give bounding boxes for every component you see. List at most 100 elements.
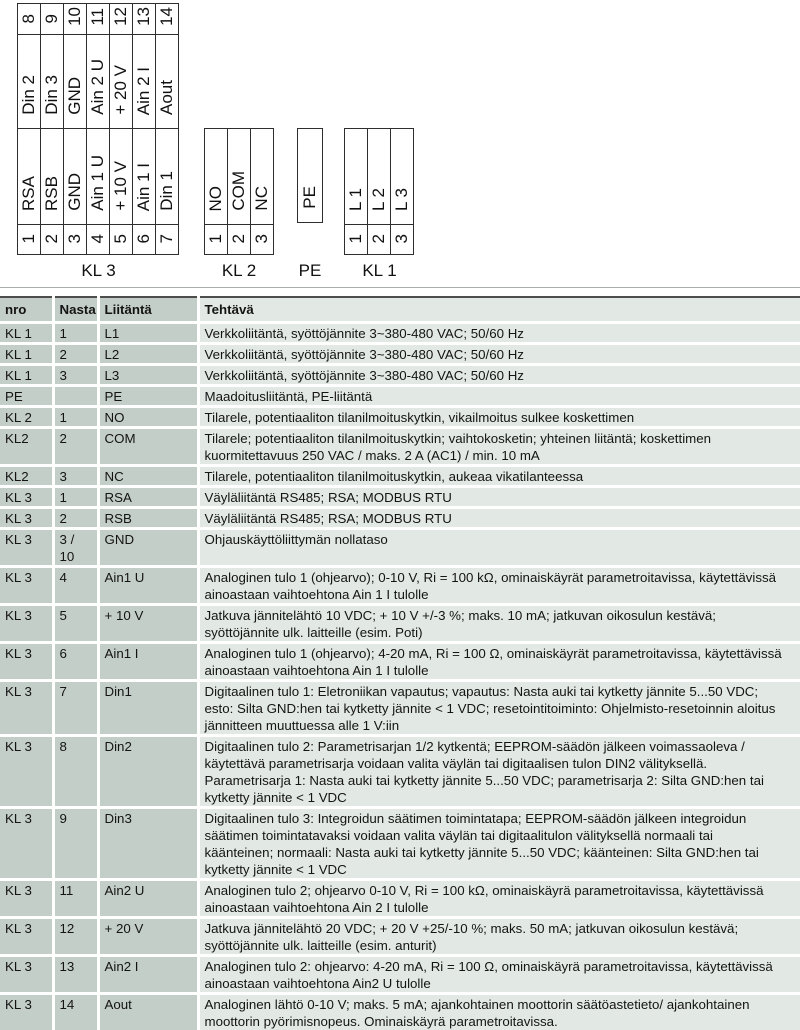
header-row: nro Nasta Liitäntä Tehtävä [0, 297, 800, 323]
cell-tehtava: Analoginen lähtö 0-10 V; maks. 5 mA; aja… [198, 994, 800, 1030]
cell-liitanta: + 20 V [98, 918, 198, 956]
cell-nro: KL 3 [0, 605, 53, 643]
cell-nro: KL 1 [0, 365, 53, 386]
cell-liitanta: RSA [98, 487, 198, 508]
cell-tehtava: Analoginen tulo 1 (ohjearvo); 4-20 mA, R… [198, 643, 800, 681]
cell-nro: KL 2 [0, 407, 53, 428]
terminal-label: Aout [158, 80, 176, 115]
column-header-liitanta: Liitäntä [98, 297, 198, 323]
terminal-cell-top-label: Din 2 [18, 35, 41, 129]
terminal-label: 8 [20, 14, 38, 23]
terminal-cell-label: COM [228, 129, 251, 225]
terminal-cell-top-label: Aout [156, 35, 179, 129]
terminal-label: GND [66, 77, 84, 115]
terminal-label: + 20 V [112, 65, 130, 115]
cell-tehtava: Jatkuva jännitelähtö 20 VDC; + 20 V +25/… [198, 918, 800, 956]
cell-liitanta: L3 [98, 365, 198, 386]
terminal-label: 7 [158, 234, 176, 243]
cell-nro: KL2 [0, 428, 53, 466]
cell-tehtava: Tilarele, potentiaaliton tilanilmoitusky… [198, 407, 800, 428]
terminal-label: Din 1 [158, 171, 176, 211]
cell-tehtava: Analoginen tulo 2; ohjearvo 0-10 V, Ri =… [198, 880, 800, 918]
terminal-label: + 10 V [112, 161, 130, 211]
terminal-label: 1 [20, 234, 38, 243]
block-caption-kl1: KL 1 [344, 261, 415, 281]
cell-nasta: 12 [53, 918, 98, 956]
cell-nro: KL2 [0, 466, 53, 487]
terminal-cell-label: L 2 [368, 129, 391, 225]
terminal-cell-top-label: Ain 2 I [133, 35, 156, 129]
cell-nasta: 2 [53, 508, 98, 529]
cell-tehtava: Analoginen tulo 2: ohjearvo: 4-20 mA, Ri… [198, 956, 800, 994]
cell-liitanta: L2 [98, 344, 198, 365]
cell-tehtava: Tilarele, potentiaaliton tilanilmoitusky… [198, 466, 800, 487]
cell-nasta [53, 386, 98, 407]
terminal-cell-number: 1 [345, 225, 368, 255]
terminal-label: L 3 [393, 188, 411, 211]
terminal-label: 13 [135, 7, 153, 26]
terminal-cell-number: 3 [391, 225, 414, 255]
cell-liitanta: NO [98, 407, 198, 428]
terminal-cell-number: 2 [41, 225, 64, 255]
terminal-label: L 2 [370, 188, 388, 211]
terminal-cell-number: 6 [133, 225, 156, 255]
cell-liitanta: + 10 V [98, 605, 198, 643]
cell-nro: KL 3 [0, 681, 53, 736]
terminal-label: L 1 [347, 188, 365, 211]
terminal-label: 14 [158, 7, 176, 26]
cell-nro: KL 1 [0, 344, 53, 365]
column-header-nro: nro [0, 297, 53, 323]
cell-tehtava: Analoginen tulo 1 (ohjearvo); 0-10 V, Ri… [198, 567, 800, 605]
terminal-cell-label: L 3 [391, 129, 414, 225]
terminal-label: GND [66, 173, 84, 211]
cell-nasta: 5 [53, 605, 98, 643]
terminal-label: 3 [66, 234, 84, 243]
cell-nasta: 3 [53, 466, 98, 487]
cell-tehtava: Maadoitusliitäntä, PE-liitäntä [198, 386, 800, 407]
terminal-label: 11 [89, 8, 107, 26]
terminal-cell-number: 4 [87, 225, 110, 255]
terminal-label: Din 2 [20, 75, 38, 115]
cell-nasta: 14 [53, 994, 98, 1030]
terminal-label: 2 [370, 234, 388, 243]
terminal-label: 2 [230, 234, 248, 243]
cell-liitanta: Ain1 I [98, 643, 198, 681]
terminal-cell-top-label: + 20 V [110, 35, 133, 129]
terminal-cell-number: 2 [228, 225, 251, 255]
terminal-label: 10 [66, 7, 84, 26]
cell-liitanta: RSB [98, 508, 198, 529]
cell-nasta: 4 [53, 567, 98, 605]
terminal-label: Ain 2 U [89, 59, 107, 115]
cell-nasta: 1 [53, 487, 98, 508]
cell-liitanta: NC [98, 466, 198, 487]
cell-nro: KL 3 [0, 808, 53, 880]
cell-nro: KL 3 [0, 880, 53, 918]
terminal-label: NO [207, 186, 225, 212]
cell-nasta: 1 [53, 323, 98, 344]
terminal-cell-top-number: 10 [64, 4, 87, 35]
cell-nasta: 6 [53, 643, 98, 681]
cell-nasta: 2 [53, 344, 98, 365]
cell-liitanta: PE [98, 386, 198, 407]
terminal-block-pe: PE [297, 128, 323, 223]
terminal-cell-top-number: 11 [87, 4, 110, 35]
terminal-label: Ain 1 I [135, 163, 153, 211]
cell-liitanta: GND [98, 529, 198, 567]
terminal-cell-top-number: 9 [41, 4, 64, 35]
